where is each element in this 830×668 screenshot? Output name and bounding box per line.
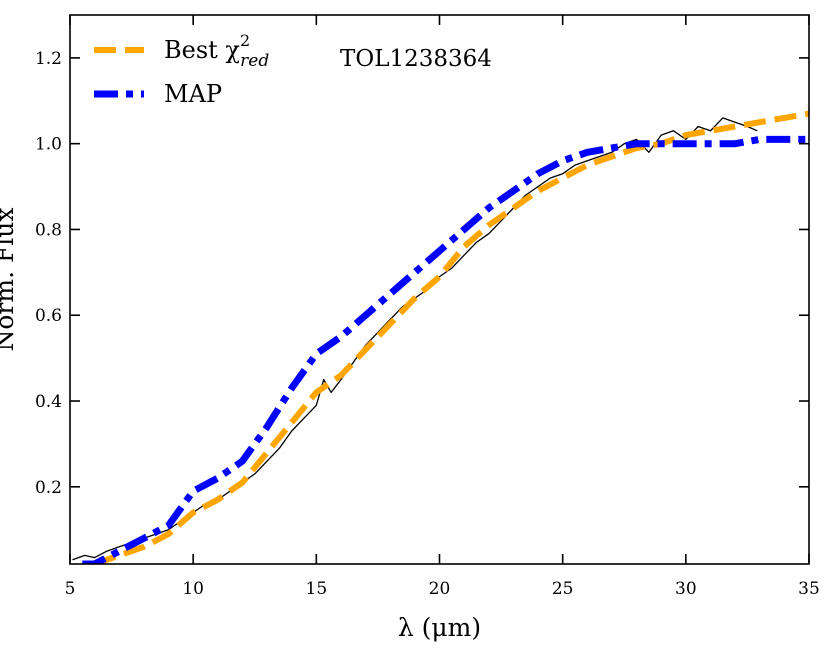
y-tick-label: 0.8	[35, 220, 62, 240]
legend-label-best-chi2-red: Best χ2 red	[164, 31, 269, 71]
series-layer	[72, 110, 809, 564]
y-tick-label: 0.6	[35, 306, 62, 326]
legend-label-map: MAP	[164, 80, 222, 108]
axes-layer: 5 10 15 20 25 30 35 0.2 0.4 0.6 0.8 1.0 1.2	[35, 14, 820, 599]
x-tick-label: 15	[306, 579, 328, 599]
target-name-annotation: TOL1238364	[340, 46, 492, 72]
x-tick-label: 10	[182, 579, 204, 599]
y-tick-label: 1.0	[35, 135, 62, 155]
x-axis-label: λ (μm)	[398, 613, 481, 642]
y-tick-label: 0.4	[35, 392, 62, 412]
x-tick-label: 5	[65, 579, 76, 599]
x-tick-label: 35	[798, 579, 820, 599]
x-tick-label: 25	[552, 579, 574, 599]
y-tick-label: 1.2	[35, 49, 62, 69]
series-line-map	[82, 135, 809, 564]
x-tick-label: 20	[429, 579, 451, 599]
series-line-best-chi2-red	[93, 110, 809, 564]
y-axis-label: Norm. Flux	[0, 207, 19, 351]
legend: Best χ2 red MAP	[94, 31, 269, 108]
y-tick-label: 0.2	[35, 478, 62, 498]
series-line-observed	[72, 117, 758, 561]
x-tick-label: 30	[675, 579, 697, 599]
